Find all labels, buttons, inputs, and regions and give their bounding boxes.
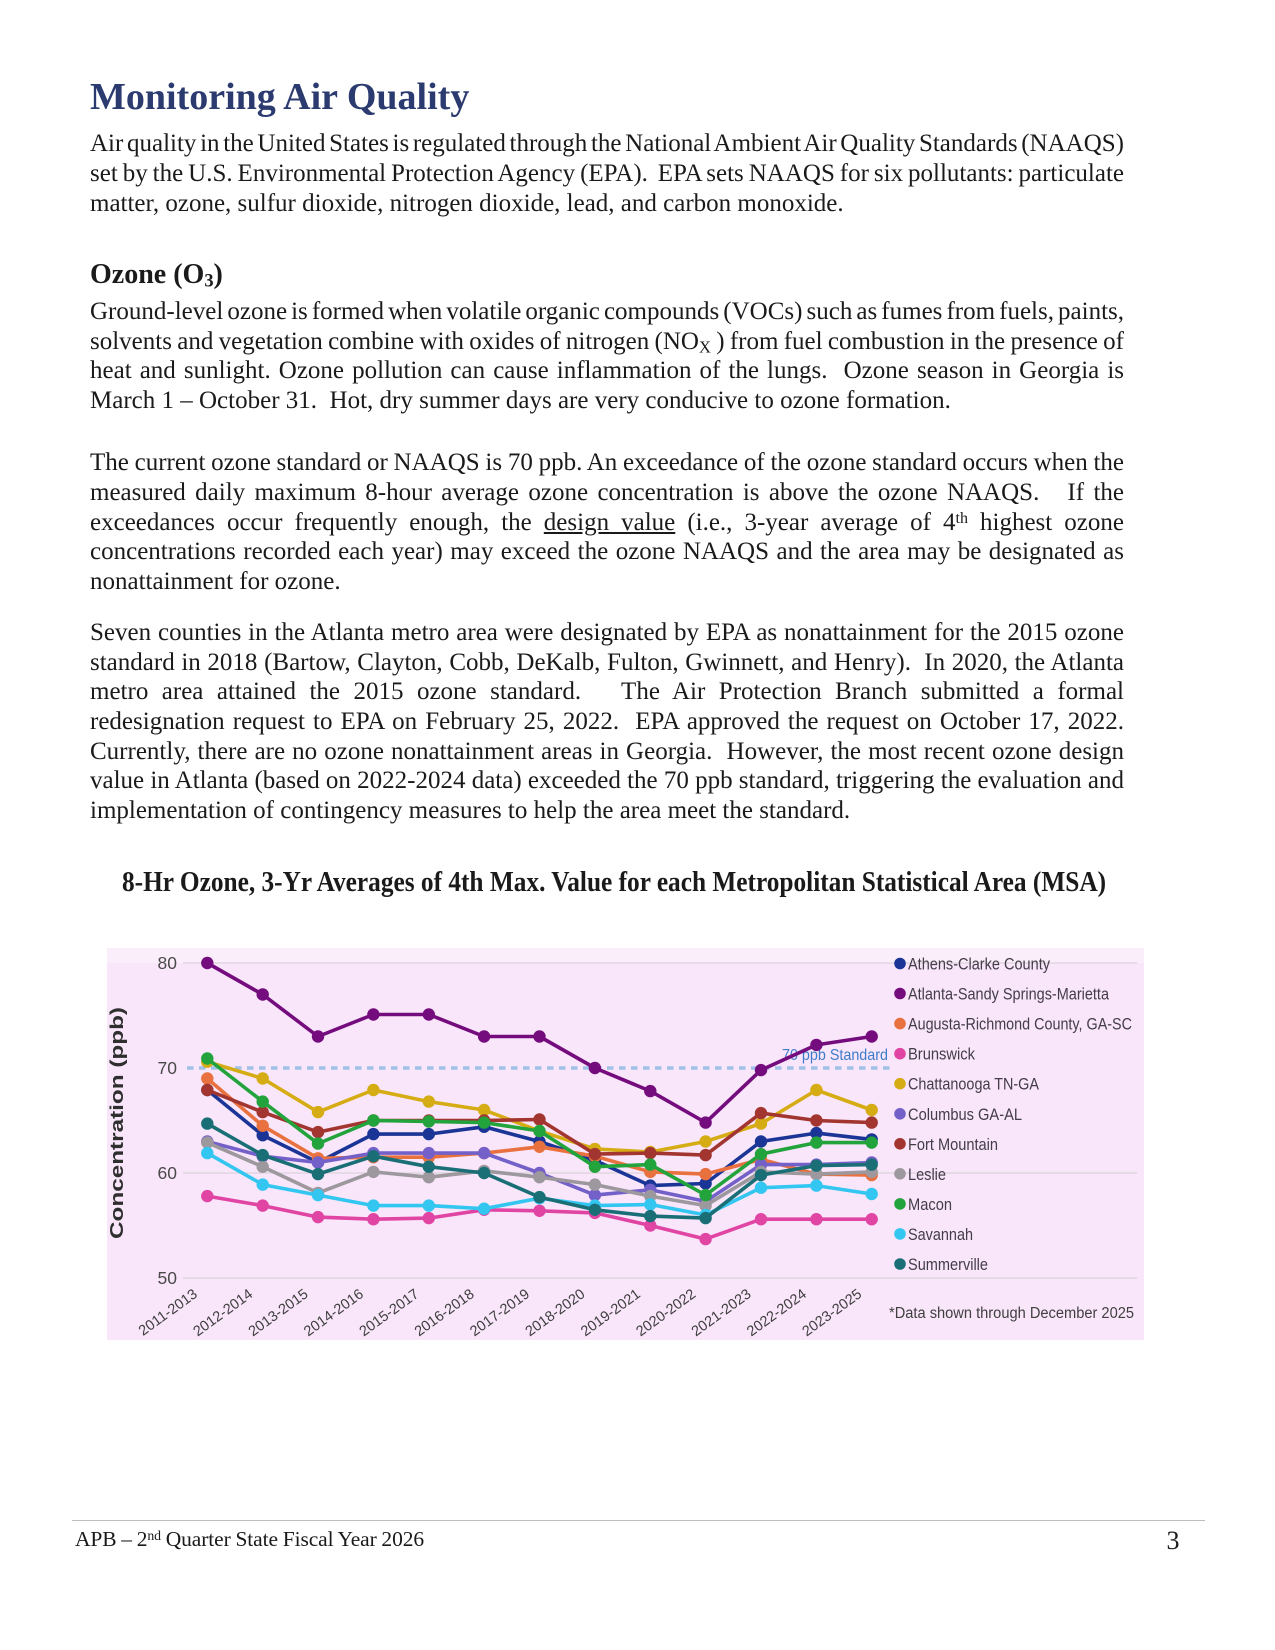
svg-text:50: 50 — [158, 1268, 178, 1288]
svg-text:Fort Mountain: Fort Mountain — [908, 1136, 998, 1154]
svg-text:Brunswick: Brunswick — [908, 1046, 976, 1064]
svg-text:Columbus GA-AL: Columbus GA-AL — [908, 1106, 1022, 1124]
svg-text:Atlanta-Sandy Springs-Marietta: Atlanta-Sandy Springs-Marietta — [908, 986, 1110, 1004]
svg-text:Savannah: Savannah — [908, 1226, 973, 1244]
svg-text:Summerville: Summerville — [908, 1256, 988, 1274]
svg-text:Chattanooga TN-GA: Chattanooga TN-GA — [908, 1076, 1039, 1094]
svg-text:Athens-Clarke County: Athens-Clarke County — [908, 956, 1051, 974]
svg-text:Macon: Macon — [908, 1196, 952, 1214]
svg-text:Leslie: Leslie — [908, 1166, 946, 1184]
svg-text:60: 60 — [158, 1163, 178, 1183]
svg-text:70 ppb Standard: 70 ppb Standard — [782, 1047, 888, 1064]
svg-text:Augusta-Richmond County, GA-SC: Augusta-Richmond County, GA-SC — [908, 1016, 1132, 1034]
svg-text:70: 70 — [158, 1058, 178, 1078]
svg-text:Concentration (ppb): Concentration (ppb) — [107, 1007, 127, 1239]
svg-text:80: 80 — [158, 953, 178, 973]
svg-text:*Data shown through December 2: *Data shown through December 2025 — [889, 1305, 1134, 1322]
